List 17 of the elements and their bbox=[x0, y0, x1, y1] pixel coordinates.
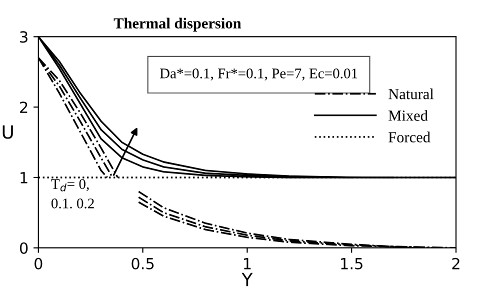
x-tick-label: 1.5 bbox=[341, 258, 362, 270]
legend-label: Natural bbox=[388, 88, 434, 100]
y-tick-label: 1 bbox=[20, 172, 28, 184]
x-tick-label: 0 bbox=[34, 258, 42, 270]
x-tick-label: 2 bbox=[452, 258, 460, 270]
y-tick-label: 2 bbox=[20, 102, 28, 113]
chart-title: Thermal dispersion bbox=[114, 18, 242, 32]
y-tick-label: 3 bbox=[20, 31, 28, 43]
annotation: T$_{d}$= 0, 0.1. 0.2 bbox=[51, 179, 94, 208]
x-tick-label: 0.5 bbox=[132, 258, 154, 270]
legend-label: Forced bbox=[388, 132, 430, 142]
x-axis-title: Y bbox=[242, 272, 253, 286]
legend-label: Mixed bbox=[388, 110, 428, 121]
annotation: Da*=0.1, Fr*=0.1, Pe=7, Ec=0.01 bbox=[160, 68, 358, 80]
y-axis-title: U bbox=[2, 125, 13, 139]
y-tick-label: 0 bbox=[20, 242, 28, 254]
x-tick-label: 1 bbox=[244, 258, 251, 270]
